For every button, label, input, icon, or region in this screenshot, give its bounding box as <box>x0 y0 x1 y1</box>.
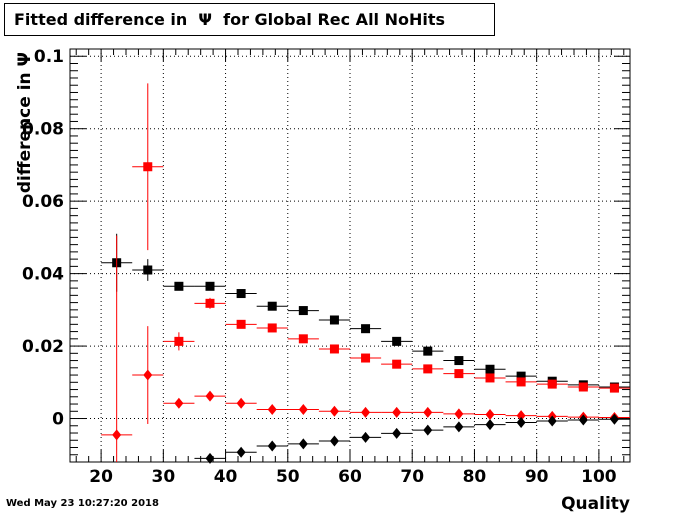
diamond-marker <box>392 406 402 418</box>
diamond-marker <box>392 427 402 439</box>
square-marker <box>578 382 588 392</box>
diamond-marker <box>174 397 184 409</box>
diamond-marker <box>578 414 588 426</box>
square-marker <box>423 346 433 356</box>
y-axis-title: difference in Ψ <box>15 52 35 193</box>
y-tick-label: 0.08 <box>22 120 64 140</box>
square-marker <box>236 319 246 329</box>
diamond-marker <box>112 429 122 441</box>
square-marker <box>361 324 371 334</box>
square-marker <box>267 323 277 333</box>
diamond-marker <box>267 440 277 452</box>
square-marker <box>423 364 433 374</box>
x-tick-label: 50 <box>276 467 300 487</box>
diamond-marker <box>423 424 433 436</box>
square-marker <box>174 281 184 291</box>
square-marker <box>236 289 246 299</box>
square-marker <box>329 315 339 325</box>
diamond-marker <box>298 438 308 450</box>
timestamp: Wed May 23 10:27:20 2018 <box>6 498 159 509</box>
diamond-marker <box>423 406 433 418</box>
x-tick-label: 90 <box>525 467 549 487</box>
square-marker <box>547 379 557 389</box>
diamond-marker <box>485 409 495 421</box>
y-tick-label: 0.02 <box>22 337 64 357</box>
x-tick-label: 40 <box>214 467 238 487</box>
square-marker <box>609 383 619 393</box>
diamond-marker <box>485 419 495 431</box>
square-marker <box>454 356 464 366</box>
square-marker <box>454 369 464 379</box>
diamond-marker <box>361 406 371 418</box>
square-marker <box>205 298 215 308</box>
x-tick-label: 20 <box>89 467 113 487</box>
diamond-marker <box>205 390 215 402</box>
square-marker <box>392 359 402 369</box>
square-marker <box>361 353 371 363</box>
x-tick-label: 70 <box>400 467 424 487</box>
diamond-marker <box>361 431 371 443</box>
square-marker <box>143 162 153 172</box>
plot-frame <box>69 48 631 463</box>
y-tick-label: 0.06 <box>22 192 64 212</box>
diamond-marker <box>516 410 526 422</box>
square-marker <box>205 281 215 291</box>
square-marker <box>298 306 308 316</box>
square-marker <box>516 371 526 381</box>
x-tick-label: 60 <box>338 467 362 487</box>
y-tick-label: 0.1 <box>34 47 64 67</box>
diamond-marker <box>454 408 464 420</box>
square-marker <box>485 373 495 383</box>
diamond-marker <box>205 452 215 464</box>
x-tick-label: 100 <box>581 467 617 487</box>
x-tick-label: 30 <box>151 467 175 487</box>
y-tick-label: 0 <box>52 410 64 430</box>
diamond-marker <box>298 403 308 415</box>
x-tick-label: 80 <box>463 467 487 487</box>
diamond-marker <box>236 397 246 409</box>
diamond-marker <box>329 435 339 447</box>
square-marker <box>267 301 277 311</box>
square-marker <box>516 377 526 387</box>
y-tick-label: 0.04 <box>22 265 64 285</box>
square-marker <box>143 265 153 275</box>
diamond-marker <box>609 413 619 425</box>
diamond-marker <box>267 403 277 415</box>
square-marker <box>329 344 339 354</box>
chart-title: Fitted difference in Ψ for Global Rec Al… <box>4 3 495 36</box>
square-marker <box>485 364 495 374</box>
diamond-marker <box>547 415 557 427</box>
square-marker <box>298 334 308 344</box>
diamond-marker <box>516 417 526 429</box>
diamond-marker <box>236 446 246 458</box>
diamond-marker <box>454 421 464 433</box>
square-marker <box>174 336 184 346</box>
square-marker <box>392 336 402 346</box>
x-axis-title: Quality <box>561 494 630 514</box>
diamond-marker <box>329 405 339 417</box>
diamond-marker <box>143 369 153 381</box>
